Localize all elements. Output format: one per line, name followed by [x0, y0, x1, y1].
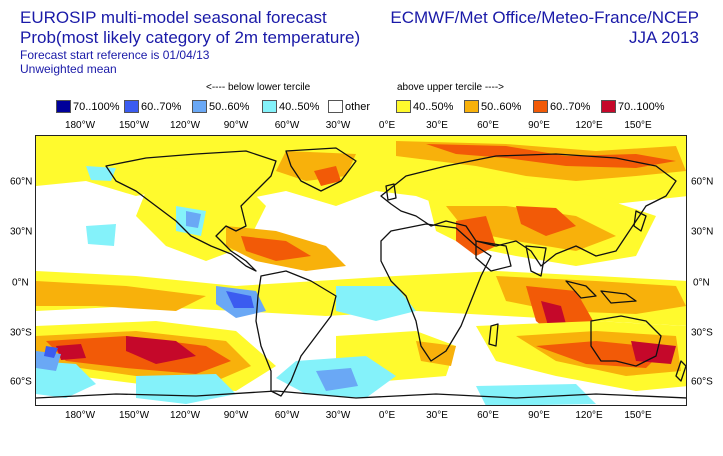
- above-70-100-region: [56, 344, 86, 360]
- legend-swatch: [533, 100, 548, 113]
- legend-item-below-70-100: 70..100%: [56, 100, 119, 114]
- lon-label: 120°W: [169, 120, 201, 131]
- below-50-60-region: [186, 211, 201, 228]
- legend-swatch: [56, 100, 71, 113]
- lon-label: 90°W: [223, 120, 249, 131]
- legend-label: 40..50%: [279, 101, 320, 113]
- above-60-70-region: [241, 236, 311, 261]
- season: JJA 2013: [629, 28, 699, 47]
- map-svg: [36, 136, 686, 405]
- legend-swatch: [464, 100, 479, 113]
- lat-label: 30°S: [10, 327, 32, 339]
- legend-label: 50..60%: [481, 101, 522, 113]
- legend-item-above-70-100: 70..100%: [601, 100, 664, 114]
- lon-label: 30°W: [325, 120, 351, 131]
- lat-label: 0°N: [12, 277, 29, 289]
- lat-label: 30°N: [691, 226, 714, 238]
- lat-label: 60°S: [691, 376, 713, 388]
- lat-label: 0°N: [693, 277, 710, 289]
- above-60-70-region: [516, 206, 576, 236]
- above-60-70-region: [314, 166, 341, 186]
- lon-label: 0°E: [378, 120, 396, 131]
- above-60-70-region: [426, 144, 676, 168]
- lon-label: 150°W: [118, 120, 150, 131]
- legend-item-above-60-70: 60..70%: [533, 100, 590, 114]
- lon-label: 180°W: [64, 120, 96, 131]
- legend-swatch: [124, 100, 139, 113]
- coastlines: [36, 147, 686, 399]
- below-40-50-region: [136, 374, 236, 404]
- legend-label: 40..50%: [413, 101, 454, 113]
- organization-block: ECMWF/Met Office/Meteo-France/NCEP JJA 2…: [390, 8, 699, 48]
- below-50-60-region: [316, 368, 358, 391]
- lon-label: 150°W: [118, 410, 150, 421]
- legend-swatch: [328, 100, 343, 113]
- legend-swatch: [192, 100, 207, 113]
- organizations: ECMWF/Met Office/Meteo-France/NCEP: [390, 8, 699, 27]
- legend-label: 70..100%: [73, 101, 120, 113]
- lon-label: 120°E: [575, 120, 603, 131]
- legend-label: 60..70%: [550, 101, 591, 113]
- above-50-60-region: [36, 281, 206, 311]
- below-tercile-label: <---- below lower tercile: [206, 82, 311, 93]
- legend-label: 70..100%: [618, 101, 665, 113]
- lon-label: 90°W: [223, 410, 249, 421]
- legend-swatch: [262, 100, 277, 113]
- lat-label: 60°N: [691, 176, 714, 188]
- legend-item-above-40-50: 40..50%: [396, 100, 453, 114]
- lon-label: 120°W: [169, 410, 201, 421]
- lon-label: 60°W: [274, 410, 300, 421]
- below-40-50-region: [86, 224, 116, 246]
- lon-label: 60°E: [477, 120, 499, 131]
- below-40-50-region: [336, 286, 416, 321]
- lat-label: 30°N: [10, 226, 33, 238]
- below-60-70-region: [44, 346, 58, 358]
- lon-label: 90°E: [528, 120, 550, 131]
- chart-subtitle: Prob(most likely category of 2m temperat…: [20, 28, 361, 47]
- mean-type: Unweighted mean: [20, 62, 117, 76]
- legend-label: other: [345, 101, 371, 113]
- above-tercile-label: above upper tercile ---->: [397, 82, 504, 93]
- lat-label: 30°S: [691, 327, 713, 339]
- below-60-70-region: [226, 291, 254, 308]
- lon-label: 60°W: [274, 120, 300, 131]
- chart-title: EUROSIP multi-model seasonal forecast: [20, 8, 327, 27]
- tercile-labels: <---- below lower tercile above upper te…: [0, 82, 723, 96]
- legend-swatch: [601, 100, 616, 113]
- legend-item-below-60-70: 60..70%: [124, 100, 181, 114]
- above-70-100-region: [631, 341, 676, 364]
- legend-label: 50..60%: [209, 101, 250, 113]
- probability-fields: [36, 136, 686, 405]
- below-40-50-region: [476, 384, 596, 405]
- lon-label: 180°W: [64, 410, 96, 421]
- lat-label: 60°S: [10, 376, 32, 388]
- legend-item-other: other: [328, 100, 370, 114]
- lon-label: 150°E: [624, 120, 652, 131]
- lat-label: 60°N: [10, 176, 33, 188]
- forecast-map: [35, 135, 687, 406]
- lon-label: 150°E: [624, 410, 652, 421]
- legend-item-below-40-50: 40..50%: [262, 100, 319, 114]
- lon-label: 60°E: [477, 410, 499, 421]
- legend-item-below-50-60: 50..60%: [192, 100, 249, 114]
- legend-item-above-50-60: 50..60%: [464, 100, 521, 114]
- lon-label: 90°E: [528, 410, 550, 421]
- title-block: EUROSIP multi-model seasonal forecast Pr…: [20, 8, 360, 76]
- forecast-reference: Forecast start reference is 01/04/13: [20, 48, 210, 62]
- above-50-60-region: [416, 341, 456, 366]
- legend-swatch: [396, 100, 411, 113]
- lon-label: 30°E: [426, 120, 448, 131]
- lon-label: 120°E: [575, 410, 603, 421]
- legend-label: 60..70%: [141, 101, 182, 113]
- lon-label: 0°E: [378, 410, 396, 421]
- lon-label: 30°W: [325, 410, 351, 421]
- lon-label: 30°E: [426, 410, 448, 421]
- above-70-100-region: [126, 336, 196, 364]
